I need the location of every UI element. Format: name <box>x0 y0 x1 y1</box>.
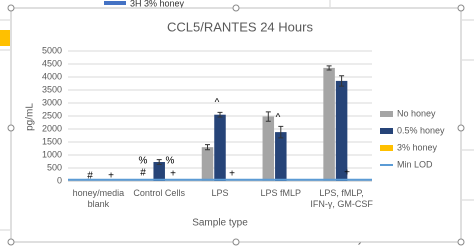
x-tick-label: LPS <box>211 188 229 198</box>
chart-title: CCL5/RANTES 24 Hours <box>167 19 313 34</box>
y-tick-label: 5000 <box>42 45 62 55</box>
y-tick-label: 4500 <box>42 58 62 68</box>
legend-label: 0.5% honey <box>397 125 445 135</box>
y-tick-label: 1500 <box>42 136 62 146</box>
legend-label: Min LOD <box>397 159 433 169</box>
error-bar <box>205 144 210 151</box>
bar <box>323 67 335 181</box>
error-bar <box>278 125 284 139</box>
annotation: + <box>344 168 350 179</box>
legend-label: No honey <box>397 108 436 118</box>
x-tick-label: LPS fMLP <box>260 188 302 198</box>
bar <box>335 80 348 181</box>
x-tick-label: LPS, fMLP, IFN-γ, GM-CSF <box>310 188 373 209</box>
bar <box>201 147 214 181</box>
legend-swatch <box>380 145 393 151</box>
annotation: ^ <box>215 98 220 109</box>
bar <box>262 116 275 181</box>
y-tick-label: 2500 <box>42 110 62 120</box>
sheet-grid <box>0 0 474 231</box>
handles <box>7 4 465 246</box>
sheet-legend-text: 3H 3% honey <box>130 0 185 8</box>
y-tick-label: 3000 <box>42 97 62 107</box>
legend-swatch <box>380 111 393 117</box>
annotation: # <box>140 168 146 179</box>
x-tick-label: honey/media blank <box>72 188 125 209</box>
bar <box>153 162 165 181</box>
annotation: + <box>170 169 176 180</box>
sheet-legend-swatch <box>104 1 126 5</box>
y-tick-label: 4000 <box>42 71 62 81</box>
y-axis-title: pg/mL <box>25 103 36 131</box>
legend-swatch <box>380 128 393 134</box>
annotation: % <box>139 156 148 167</box>
y-tick-label: 0 <box>57 175 62 185</box>
legend-label: 3% honey <box>397 142 438 152</box>
annotation: ^ <box>276 113 281 124</box>
annotation: + <box>229 169 235 180</box>
annotation: # <box>87 171 93 182</box>
bar <box>275 132 287 181</box>
annotation: + <box>108 171 114 182</box>
error-bar <box>339 75 345 87</box>
sheet-cell <box>0 30 10 46</box>
error-bar <box>156 159 162 165</box>
y-tick-label: 500 <box>47 162 62 172</box>
error-bar <box>217 111 223 118</box>
x-axis-title: Sample type <box>192 218 248 229</box>
x-tick-label: Control Cells <box>133 188 185 198</box>
annotation: % <box>166 156 175 167</box>
y-tick-label: 2000 <box>42 123 62 133</box>
error-bar <box>326 65 332 71</box>
error-bar <box>265 111 271 122</box>
y-tick-label: 3500 <box>42 84 62 94</box>
bar <box>214 114 226 181</box>
y-tick-label: 1000 <box>42 149 62 159</box>
